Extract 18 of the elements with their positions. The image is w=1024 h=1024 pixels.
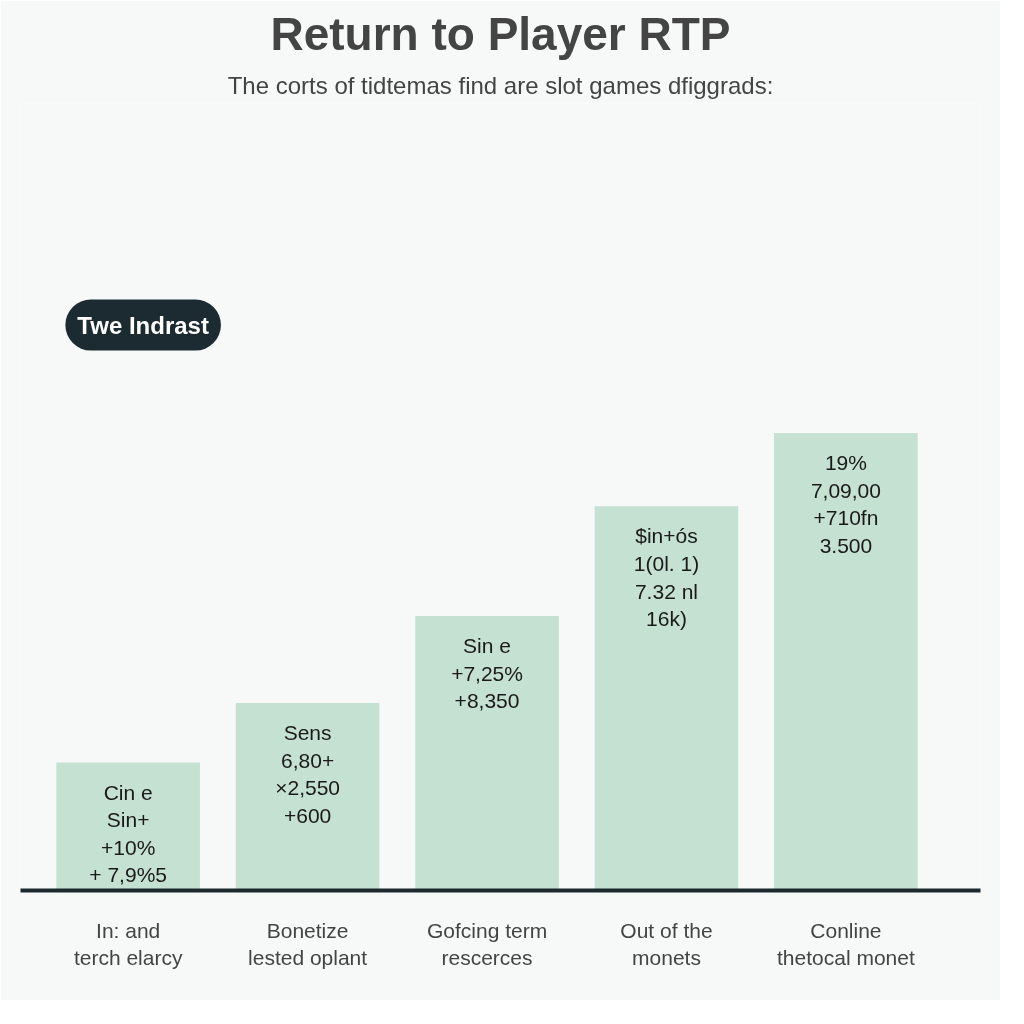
chart-title: Return to Player RTP xyxy=(270,7,731,60)
x-tick-label: In: and terch elarcy xyxy=(73,918,183,970)
x-tick-label: Bonetize lested oplant xyxy=(248,918,368,970)
bar xyxy=(774,432,918,891)
x-tick-label: Out of the monets xyxy=(620,918,713,970)
bar xyxy=(415,615,559,891)
annotation: Cin e Sin+ +10% + 7,9%5 xyxy=(89,780,167,887)
bar xyxy=(56,762,200,891)
chart-subtitle: The corts of tidtemas find are slot games dfiggrads: xyxy=(227,71,774,99)
annotation: Sin e +7,25% +8,350 xyxy=(451,634,523,713)
annotation: $in+ós 1(0l. 1) 7.32 nl 16k) xyxy=(633,524,700,631)
text: Twe Indrast xyxy=(77,311,209,339)
bar xyxy=(235,702,380,891)
annotation: 19% 7,09,00 +710fn 3.500 xyxy=(810,451,881,558)
x-tick-label: Gofcing term rescerces xyxy=(426,918,548,970)
bar xyxy=(594,506,739,891)
annotation: Sens 6,80+ ×2,550 +600 xyxy=(275,721,341,827)
x-tick-label: Conline thetocal monet xyxy=(777,918,915,970)
